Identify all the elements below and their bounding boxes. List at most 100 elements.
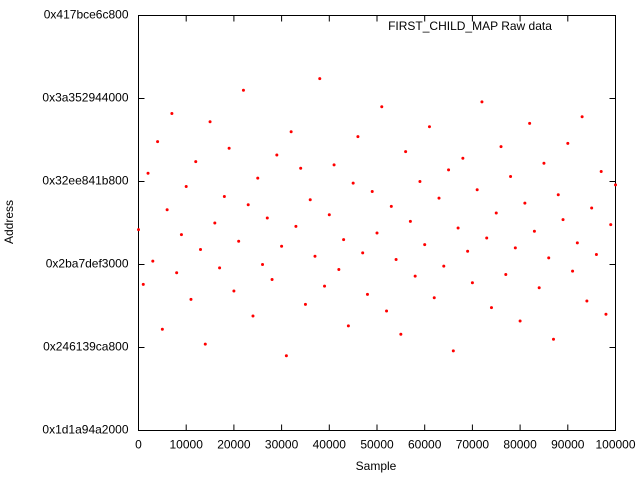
- point: [423, 243, 427, 247]
- x-tick-label: 30000: [265, 438, 299, 452]
- point: [218, 266, 222, 270]
- point: [475, 188, 479, 192]
- point: [575, 241, 579, 245]
- point: [256, 176, 260, 180]
- point: [509, 175, 513, 179]
- point: [175, 271, 179, 275]
- y-tick-label: 0x1d1a94a2000: [42, 423, 128, 437]
- point: [351, 181, 355, 185]
- point: [284, 354, 288, 358]
- point: [194, 160, 198, 164]
- point: [346, 324, 350, 328]
- point: [528, 121, 532, 125]
- point: [432, 296, 436, 300]
- point: [470, 281, 474, 285]
- point: [265, 216, 269, 220]
- point: [389, 204, 393, 208]
- point: [418, 180, 422, 183]
- point: [141, 282, 145, 286]
- point: [590, 206, 594, 210]
- point: [451, 349, 455, 353]
- point: [413, 274, 417, 278]
- y-tick-label: 0x246139ca800: [43, 340, 129, 354]
- x-tick-label: 10000: [170, 438, 204, 452]
- point: [408, 219, 412, 223]
- point: [156, 140, 160, 144]
- y-tick-label: 0x3a352944000: [42, 91, 128, 105]
- point: [461, 156, 465, 160]
- point: [199, 248, 203, 252]
- point: [609, 223, 613, 227]
- point: [485, 236, 489, 240]
- point: [375, 231, 379, 235]
- point: [466, 249, 470, 253]
- point: [337, 267, 341, 271]
- point: [299, 166, 303, 170]
- point: [280, 244, 284, 248]
- point: [318, 77, 322, 81]
- point: [566, 141, 570, 145]
- point: [323, 284, 327, 288]
- point: [232, 289, 236, 293]
- point: [179, 233, 183, 237]
- point: [165, 208, 169, 212]
- point: [585, 299, 589, 303]
- point: [456, 226, 460, 230]
- point: [356, 135, 360, 139]
- point: [227, 146, 231, 150]
- point: [537, 286, 541, 290]
- point: [308, 198, 312, 202]
- point: [437, 196, 441, 200]
- x-tick-label: 80000: [503, 438, 537, 452]
- point: [246, 203, 250, 207]
- point: [270, 277, 274, 281]
- x-tick-label: 20000: [217, 438, 251, 452]
- point: [160, 327, 164, 331]
- point: [556, 193, 560, 197]
- point: [361, 251, 365, 255]
- point: [151, 259, 155, 263]
- point: [523, 201, 527, 205]
- point: [237, 239, 241, 243]
- point: [494, 211, 498, 215]
- point: [614, 183, 617, 187]
- chart-title: FIRST_CHILD_MAP Raw data: [388, 19, 552, 33]
- point: [303, 302, 307, 306]
- point: [542, 161, 546, 165]
- y-tick-label: 0x32ee841b800: [42, 174, 128, 188]
- x-tick-label: 0: [135, 438, 142, 452]
- point: [547, 256, 551, 260]
- point: [332, 163, 336, 167]
- point: [313, 254, 317, 258]
- point: [365, 292, 369, 296]
- point: [222, 194, 226, 198]
- point: [580, 115, 584, 119]
- y-tick-label: 0x2ba7def3000: [46, 257, 129, 271]
- y-tick-label: 0x417bce6c800: [44, 8, 129, 22]
- point: [294, 224, 298, 228]
- point: [518, 319, 522, 323]
- point: [170, 111, 174, 115]
- x-tick-label: 50000: [360, 438, 394, 452]
- point: [370, 189, 374, 193]
- point: [480, 100, 484, 104]
- point: [208, 120, 212, 124]
- x-axis-label: Sample: [356, 459, 397, 473]
- plot-border: [138, 15, 616, 431]
- point: [261, 263, 265, 266]
- point: [427, 125, 431, 129]
- point: [594, 253, 598, 257]
- point: [404, 150, 408, 154]
- x-tick-label: 40000: [313, 438, 347, 452]
- point: [137, 228, 140, 232]
- point: [184, 184, 188, 188]
- point: [447, 168, 451, 172]
- point: [146, 171, 150, 175]
- point: [489, 306, 493, 310]
- x-tick-label: 100000: [595, 438, 635, 452]
- point: [275, 153, 279, 157]
- x-tick-label: 60000: [408, 438, 442, 452]
- point: [380, 105, 384, 109]
- point: [532, 229, 536, 233]
